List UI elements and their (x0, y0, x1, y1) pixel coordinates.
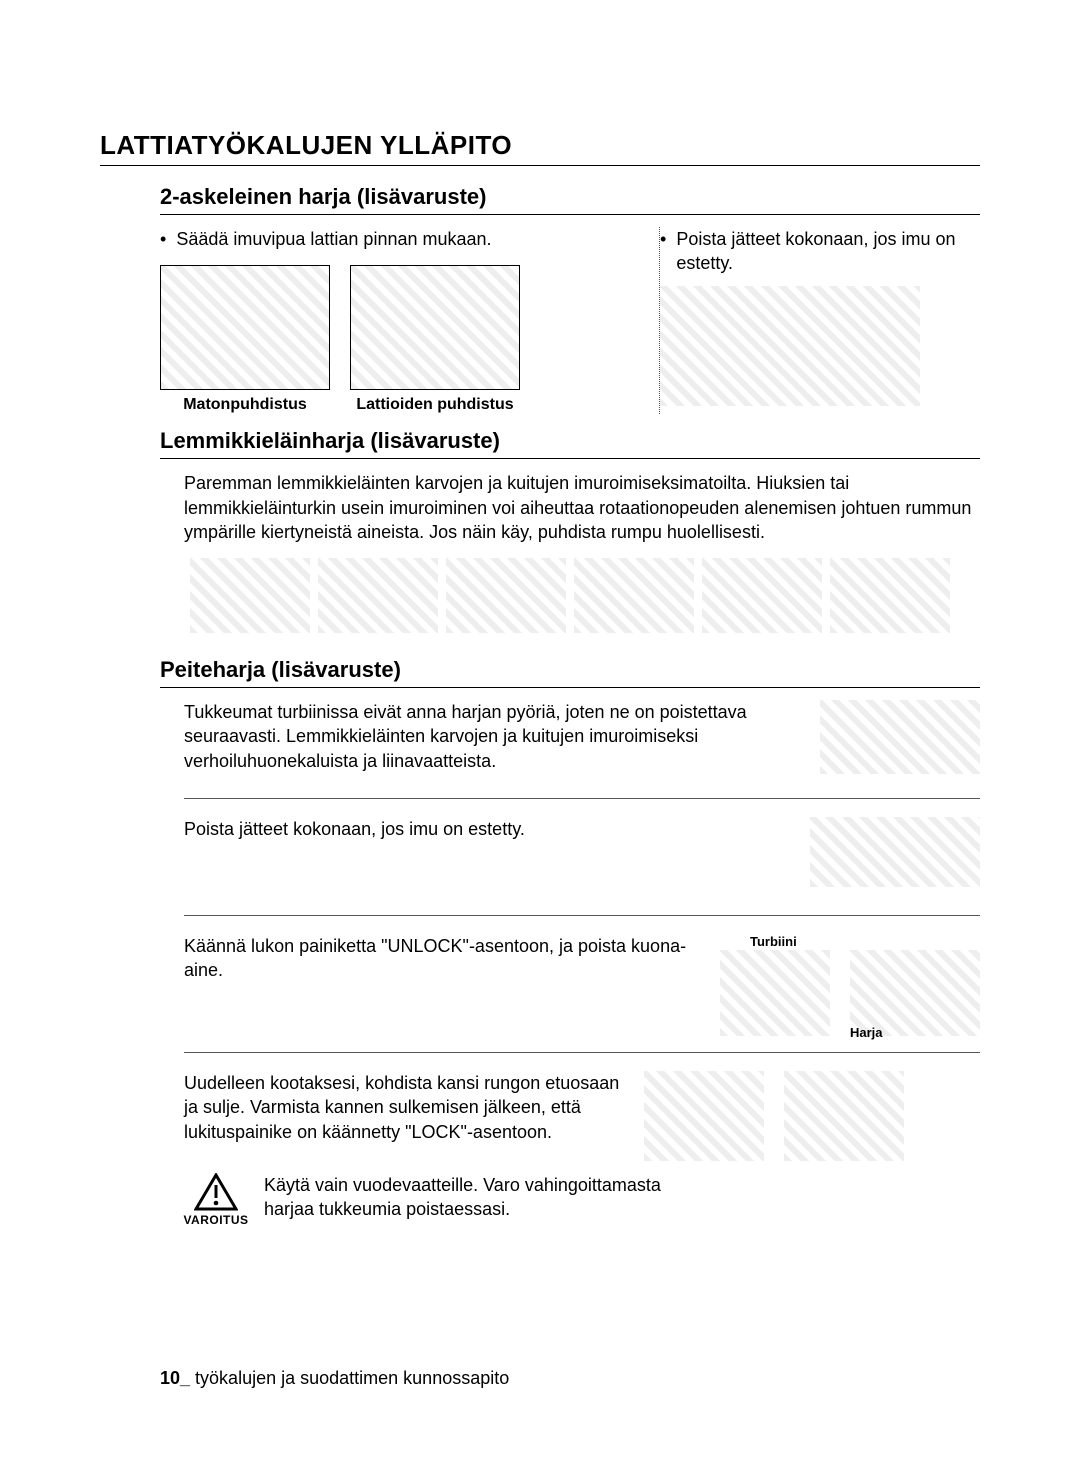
step3-block: Käännä lukon painiketta "UNLOCK"-asentoo… (184, 934, 980, 1034)
section-2step-brush: 2-askeleinen harja (lisävaruste) Säädä i… (160, 184, 980, 414)
pet-brush-step-2 (318, 558, 438, 633)
section1-right-col: Poista jätteet kokonaan, jos imu on este… (660, 227, 980, 414)
section1-left-bullet: Säädä imuvipua lattian pinnan mukaan. (160, 227, 639, 251)
step2-image (780, 817, 980, 897)
section-pet-brush: Lemmikkieläinharja (lisävaruste) Paremma… (160, 428, 980, 633)
step3-rule (184, 1052, 980, 1053)
bullet-text: Poista jätteet kokonaan, jos imu on este… (676, 227, 980, 276)
step4-block: Uudelleen kootaksesi, kohdista kansi run… (184, 1071, 980, 1161)
warning-icon (194, 1173, 238, 1211)
warning-row: VAROITUS Käytä vain vuodevaatteille. Var… (184, 1173, 980, 1227)
page-footer: 10_ työkalujen ja suodattimen kunnossapi… (160, 1368, 509, 1389)
step2-rule (184, 915, 980, 916)
section1-title: 2-askeleinen harja (lisävaruste) (160, 184, 980, 210)
step3-image: Turbiini Harja (720, 934, 980, 1034)
title-rule (100, 165, 980, 166)
bullet-text: Säädä imuvipua lattian pinnan mukaan. (176, 227, 491, 251)
page-title: LATTIATYÖKALUJEN YLLÄPITO (100, 130, 980, 161)
footer-page-number: 10_ (160, 1368, 190, 1388)
step4-image (644, 1071, 904, 1161)
step2-block: Poista jätteet kokonaan, jos imu on este… (184, 817, 980, 897)
section1-left-col: Säädä imuvipua lattian pinnan mukaan. Ma… (160, 227, 660, 414)
floor-cleaning-illustration (350, 265, 520, 390)
step3-text: Käännä lukon painiketta "UNLOCK"-asentoo… (184, 934, 700, 983)
section2-title: Lemmikkieläinharja (lisävaruste) (160, 428, 980, 454)
step1-image (780, 700, 980, 780)
turbine-label: Turbiini (750, 934, 797, 949)
caption-carpet: Matonpuhdistus (183, 396, 307, 414)
pet-brush-step-6 (830, 558, 950, 633)
warning-text: Käytä vain vuodevaatteille. Varo vahingo… (264, 1173, 684, 1222)
section-blanket-brush: Peiteharja (lisävaruste) Tukkeumat turbi… (160, 657, 980, 1227)
pet-brush-step-4 (574, 558, 694, 633)
step1-text: Tukkeumat turbiinissa eivät anna harjan … (184, 700, 760, 773)
carpet-cleaning-illustration (160, 265, 330, 390)
warning-label: VAROITUS (183, 1213, 248, 1227)
step2-text: Poista jätteet kokonaan, jos imu on este… (184, 817, 760, 841)
footer-text: työkalujen ja suodattimen kunnossapito (190, 1368, 509, 1388)
step4-text: Uudelleen kootaksesi, kohdista kansi run… (184, 1071, 624, 1144)
caption-floor: Lattioiden puhdistus (356, 396, 513, 414)
brush-label: Harja (850, 1025, 883, 1040)
section3-title: Peiteharja (lisävaruste) (160, 657, 980, 683)
step1-block: Tukkeumat turbiinissa eivät anna harjan … (184, 700, 980, 780)
pet-brush-step-3 (446, 558, 566, 633)
section2-rule (160, 458, 980, 459)
remove-debris-illustration (660, 286, 920, 406)
step1-rule (184, 798, 980, 799)
pet-brush-step-1 (190, 558, 310, 633)
section1-right-bullet: Poista jätteet kokonaan, jos imu on este… (660, 227, 980, 276)
pet-brush-step-5 (702, 558, 822, 633)
section1-rule (160, 214, 980, 215)
section2-body: Paremman lemmikkieläinten karvojen ja ku… (184, 471, 980, 544)
pet-brush-image-strip (160, 558, 980, 633)
section3-rule (160, 687, 980, 688)
